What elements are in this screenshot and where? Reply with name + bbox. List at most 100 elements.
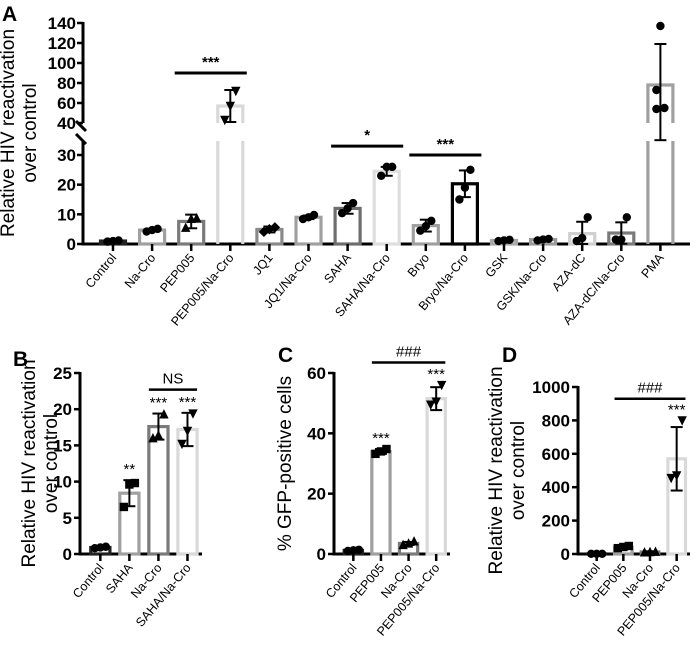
panel-c: C% GFP-positive cells0204060ControlPEP00… xyxy=(275,343,450,639)
data-point xyxy=(677,416,687,426)
y-tick-label: 800 xyxy=(542,411,570,430)
y-tick-label: 80 xyxy=(57,74,76,93)
y-tick-label: 20 xyxy=(307,485,326,504)
data-point xyxy=(425,400,436,410)
y-axis-label: over control xyxy=(41,414,62,513)
data-point xyxy=(619,542,628,552)
y-tick-label: 0 xyxy=(561,545,570,564)
data-point xyxy=(309,210,319,220)
data-point xyxy=(181,222,191,232)
bar-na-cro xyxy=(147,424,170,556)
data-point xyxy=(177,439,187,450)
data-point xyxy=(377,171,386,180)
significance-label: ### xyxy=(637,380,663,397)
x-tick-label: SAHA xyxy=(321,250,354,286)
y-tick-label: 10 xyxy=(57,205,76,224)
bar-saha-na-cro xyxy=(176,427,199,556)
data-point xyxy=(460,183,470,192)
data-point xyxy=(269,222,281,233)
x-tick-label: Na-Cro xyxy=(122,251,159,291)
data-point xyxy=(409,536,419,546)
data-point xyxy=(101,542,111,551)
y-axis-label: % GFP-positive cells xyxy=(275,376,296,551)
y-tick-label: 40 xyxy=(307,424,326,443)
data-point xyxy=(153,430,164,440)
data-point xyxy=(505,235,514,245)
panel-a: A Relative HIV reactivation over control 40… xyxy=(0,3,690,329)
panel-label: D xyxy=(502,344,517,367)
data-point xyxy=(125,480,134,489)
data-point xyxy=(354,545,364,554)
data-point xyxy=(652,85,661,95)
data-point xyxy=(188,409,198,419)
data-point xyxy=(371,449,380,459)
y-tick-label: 30 xyxy=(57,146,76,165)
y-tick-label: 40 xyxy=(57,114,76,133)
data-point xyxy=(337,208,347,218)
y-tick-label: 140 xyxy=(48,14,76,33)
y-tick-label: 400 xyxy=(542,478,570,497)
data-point xyxy=(597,549,607,559)
data-point xyxy=(153,224,162,234)
data-point xyxy=(182,426,193,437)
data-point xyxy=(656,21,665,31)
data-point xyxy=(431,397,441,407)
significance-label: *** xyxy=(372,430,390,447)
y-tick-label: 60 xyxy=(307,364,326,383)
y-axis-label: Relative HIV reactivation xyxy=(0,29,19,237)
x-tick-label: JQ1 xyxy=(250,251,275,278)
data-point xyxy=(544,234,553,244)
data-point xyxy=(159,409,169,419)
y-tick-label: 0 xyxy=(67,235,76,254)
data-point xyxy=(421,222,430,231)
y-tick-label: 0 xyxy=(317,545,326,564)
data-point xyxy=(660,103,669,113)
x-tick-label: AZA-dC xyxy=(549,251,588,294)
data-point xyxy=(455,195,464,204)
data-point xyxy=(671,471,682,481)
data-point xyxy=(622,213,631,222)
data-point xyxy=(666,473,676,484)
data-point xyxy=(466,165,475,175)
y-tick-label: 15 xyxy=(53,436,72,455)
y-tick-label: 1000 xyxy=(532,378,570,397)
data-point xyxy=(583,213,592,222)
bar-saha-na-cro xyxy=(372,169,401,246)
data-point xyxy=(258,226,270,238)
panel-label: A xyxy=(2,3,17,26)
significance-label: *** xyxy=(668,401,686,418)
y-tick-label: 25 xyxy=(53,364,72,383)
y-tick-label: 20 xyxy=(53,400,72,419)
y-tick-label: 10 xyxy=(53,473,72,492)
y-axis-label: Relative HIV reactivation xyxy=(486,366,507,574)
data-point xyxy=(650,546,661,556)
data-point xyxy=(617,235,626,244)
data-point xyxy=(148,432,158,443)
data-point xyxy=(231,86,241,97)
y-tick-label: 5 xyxy=(63,509,72,528)
y-axis-label: Relative HIV reactivation xyxy=(19,359,40,567)
data-point xyxy=(220,115,230,126)
data-point xyxy=(652,104,661,114)
x-tick-label: PMA xyxy=(639,250,668,280)
y-tick-label: 120 xyxy=(48,34,76,53)
x-tick-label: GSK xyxy=(483,250,511,280)
y-axis-label: over control xyxy=(508,421,529,520)
significance-label: *** xyxy=(437,136,455,153)
y-tick-label: 60 xyxy=(57,94,76,113)
x-tick-label: Control xyxy=(83,251,120,291)
data-point xyxy=(388,162,397,172)
data-point xyxy=(225,101,235,112)
significance-label: *** xyxy=(427,366,445,383)
bar-pep005-na-cro xyxy=(425,397,447,556)
data-point xyxy=(130,478,140,488)
significance-label: *** xyxy=(150,395,168,412)
significance-label: ### xyxy=(396,343,422,360)
data-point xyxy=(382,444,391,454)
data-point xyxy=(114,236,123,245)
data-point xyxy=(427,216,436,226)
y-tick-label: 0 xyxy=(63,545,72,564)
